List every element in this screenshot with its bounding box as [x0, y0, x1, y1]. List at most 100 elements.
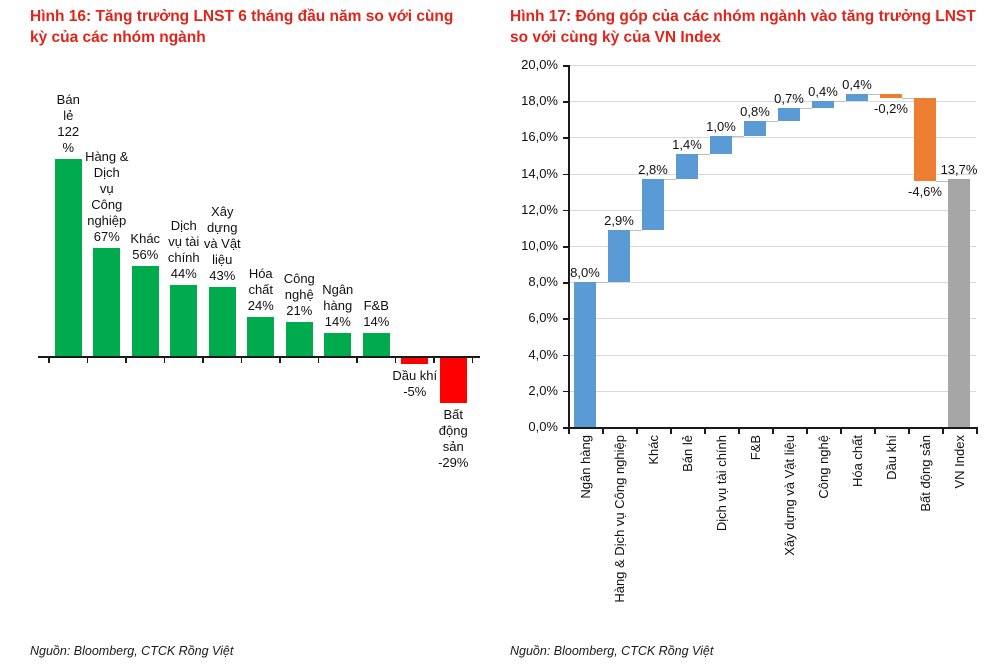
figure17-waterfall-chart: 0,0% 2,0% 4,0% 6,0% 8,0% 10,0% 12,0% 14,0% 16,0%… — [508, 57, 998, 640]
bar-label-line: nghiệp — [87, 212, 127, 228]
x-axis-line — [568, 427, 978, 429]
bar-label-line: chính — [167, 249, 200, 265]
bar-label-line: Công — [91, 196, 123, 212]
value-label: 0,4% — [842, 76, 872, 92]
x-axis-tick — [317, 358, 320, 363]
waterfall-connector — [936, 180, 948, 182]
bar-label: Xây dựng và Vật liệu 43% — [187, 204, 257, 284]
bar-label-line: -29% — [438, 454, 469, 470]
bar-label-line: Bán — [56, 91, 80, 107]
bar-label-line: Hàng & — [85, 148, 129, 164]
gridline — [569, 318, 976, 320]
bar — [880, 93, 902, 98]
y-axis-tick — [563, 101, 568, 103]
x-axis-tick — [806, 428, 808, 434]
x-category-label: Công nghệ — [815, 435, 831, 499]
value-label: 2,9% — [604, 212, 634, 228]
bar — [247, 317, 275, 356]
bar-label: Công nghệ 21% — [264, 271, 334, 319]
bar — [324, 333, 352, 356]
bar-label: Khác 56% — [110, 231, 180, 263]
x-category-label: Bất động sản — [917, 435, 933, 512]
bar-label-line: Công — [283, 271, 315, 287]
y-tick-label: 10,0% — [521, 238, 558, 253]
value-label: 8,0% — [570, 265, 600, 281]
bar — [208, 286, 236, 356]
figure16-bar-chart: Bán lẻ 122% Hàng & Dịch vụ Công nghiệp 67% Khác 56… — [30, 60, 490, 490]
x-category-label: Xây dựng và Vật liệu — [781, 435, 797, 556]
bar-label-line: và Vật — [203, 235, 241, 251]
gridline — [569, 390, 976, 392]
figure16-source: Nguồn: Bloomberg, CTCK Rồng Việt — [30, 644, 234, 658]
y-tick-label: 18,0% — [521, 93, 558, 109]
y-axis-tick — [563, 318, 568, 320]
bar-label: Dầu khí -5% — [380, 368, 450, 400]
y-axis-tick — [563, 390, 568, 393]
bar — [574, 282, 596, 427]
y-axis-line — [568, 65, 570, 429]
y-axis-tick — [563, 173, 568, 176]
y-tick-label: 8,0% — [528, 274, 558, 290]
y-axis-tick — [563, 427, 568, 429]
bar-label-line: vụ tài — [168, 233, 200, 249]
bar-label-line: lẻ — [63, 107, 74, 123]
waterfall-connector — [596, 282, 608, 284]
bar — [93, 247, 121, 356]
x-axis-tick — [279, 358, 281, 363]
bar — [439, 356, 467, 403]
y-axis-tick — [563, 246, 568, 248]
x-axis-tick — [48, 358, 50, 363]
bar-label: Hóa chất 24% — [226, 266, 296, 314]
bar — [812, 101, 834, 109]
bar — [401, 356, 429, 365]
y-tick-label: 0,0% — [528, 419, 558, 434]
figure16-title-line2: kỳ của các nhóm ngành — [30, 29, 206, 46]
bar-label: Ngân hàng 14% — [303, 282, 373, 330]
y-axis-tick — [563, 282, 568, 284]
bar — [170, 284, 198, 356]
value-label: -4,6% — [908, 183, 942, 199]
figure17-title: Hình 17: Đóng góp của các nhóm ngành vào… — [510, 6, 998, 48]
value-label: 1,0% — [706, 118, 736, 134]
bar-label: F&B 14% — [341, 298, 411, 330]
x-axis-tick — [125, 358, 127, 363]
x-axis-tick — [840, 428, 842, 434]
x-axis-tick — [772, 428, 774, 434]
bar-label-line: 67% — [93, 228, 120, 244]
bar-label-line: liệu — [212, 251, 233, 267]
gridline — [569, 101, 976, 103]
x-axis-tick — [738, 428, 740, 434]
y-axis-tick — [563, 65, 568, 67]
waterfall-connector — [698, 153, 710, 155]
y-tick-label: 16,0% — [521, 129, 558, 145]
figure17-source: Nguồn: Bloomberg, CTCK Rồng Việt — [510, 644, 714, 658]
gridline — [569, 65, 976, 66]
waterfall-connector — [766, 121, 778, 123]
waterfall-connector — [664, 179, 676, 181]
gridline — [569, 282, 976, 284]
bar-label-line: 43% — [209, 267, 236, 283]
bar-label-line: chất — [248, 282, 274, 298]
bar-label-line: F&B — [363, 298, 389, 314]
bar-label-line: Hóa — [248, 266, 273, 282]
bar-label-line: Ngân — [322, 282, 354, 298]
bar-label-line: 14% — [324, 314, 351, 330]
x-axis-tick — [670, 428, 672, 434]
y-axis-tick — [563, 137, 568, 139]
x-category-label: Hóa chất — [849, 435, 865, 488]
gridline — [569, 209, 976, 211]
x-axis-tick — [240, 358, 243, 363]
bar-label-line: vụ — [99, 180, 114, 196]
x-axis-tick — [163, 358, 166, 363]
bar-label-line: Khác — [130, 230, 161, 246]
x-axis-line — [38, 356, 480, 358]
bar-label-line: 56% — [132, 246, 159, 262]
value-label: 13,7% — [940, 162, 978, 178]
x-axis-tick — [874, 428, 876, 434]
y-tick-label: 6,0% — [528, 310, 558, 326]
bar — [914, 97, 936, 181]
bar-label-line: 21% — [286, 303, 313, 319]
x-category-label: Bán lẻ — [679, 435, 695, 472]
bar-label: Bán lẻ 122% — [33, 92, 103, 156]
waterfall-connector — [834, 101, 846, 103]
